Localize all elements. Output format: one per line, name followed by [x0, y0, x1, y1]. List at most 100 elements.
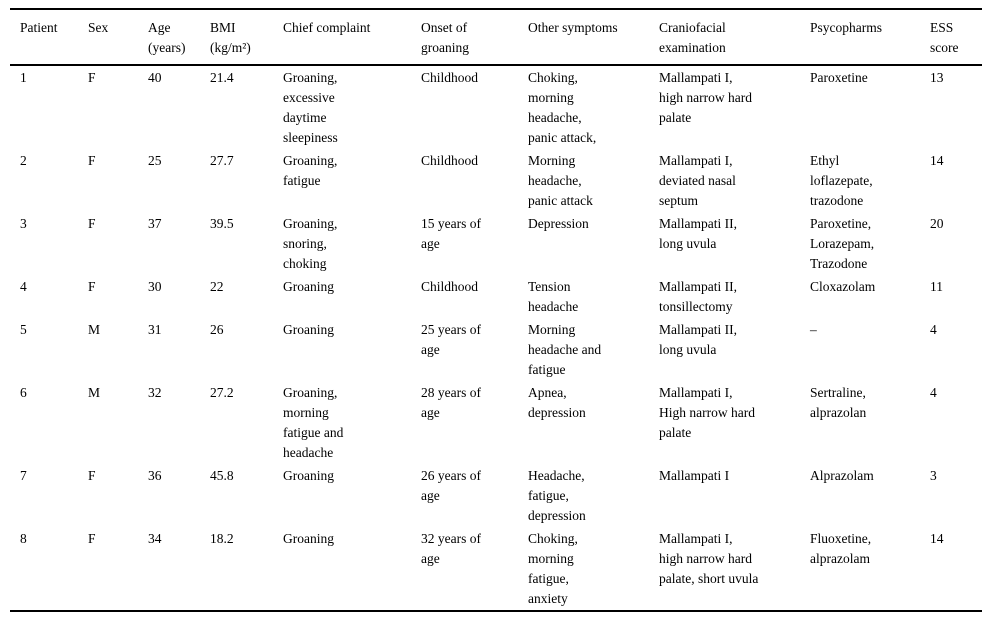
cell-ess: 4 — [930, 385, 937, 400]
cell-psycopharms: Sertraline, alprazolan — [810, 385, 867, 420]
column-header-psycopharms: Psycopharms — [810, 8, 930, 66]
cell-ess: 4 — [930, 322, 937, 337]
patient-row: 5 M 31 26 Groaning 25 years of age Morning hea… — [10, 318, 982, 381]
cell-patient: 7 — [20, 468, 27, 483]
cell-psycopharms: Cloxazolam — [810, 279, 876, 294]
cell-patient: 5 — [20, 322, 27, 337]
cell-sex: F — [88, 216, 96, 231]
column-header-chief_complaint: Chief complaint — [283, 8, 421, 66]
cell-psycopharms: Alprazolam — [810, 468, 874, 483]
cell-age: 32 — [148, 385, 162, 400]
cell-craniofacial: Mallampati I, deviated nasal septum — [659, 153, 736, 208]
patient-row: 4 F 30 22 Groaning Childhood Tension headache M… — [10, 275, 982, 318]
cell-craniofacial: Mallampati I, high narrow hard palate — [659, 70, 752, 125]
cell-onset: 25 years of age — [421, 322, 481, 357]
cell-onset: Childhood — [421, 70, 479, 85]
cell-chief_complaint: Groaning, fatigue — [283, 153, 338, 188]
cell-other_symptoms: Apnea, depression — [528, 385, 586, 420]
cell-psycopharms: Paroxetine, Lorazepam, Trazodone — [810, 216, 875, 271]
cell-psycopharms: Ethyl loflazepate, trazodone — [810, 153, 873, 208]
column-header-line: (years) — [148, 40, 186, 55]
cell-sex: F — [88, 279, 96, 294]
cell-chief_complaint: Groaning — [283, 527, 421, 612]
document-page: Patient Sex Age (years) BMI (kg/m²) Chief comp… — [0, 8, 992, 612]
cell-other_symptoms: Choking, morning headache, panic attack, — [528, 70, 597, 145]
column-header-sex: Sex — [88, 8, 148, 66]
cell-age: 25 — [148, 153, 162, 168]
cell-sex: M — [88, 322, 101, 337]
column-header-line: ESS — [930, 20, 954, 35]
cell-other_symptoms: Headache, fatigue, depression — [528, 468, 586, 523]
cell-psycopharms: – — [810, 322, 817, 337]
cell-ess: 14 — [930, 527, 982, 612]
cell-other_symptoms: Depression — [528, 216, 589, 231]
column-header-line: Patient — [20, 20, 58, 35]
column-header-ess: ESS score — [930, 8, 982, 66]
patient-row: 3 F 37 39.5 Groaning, snoring, choking 15 yea… — [10, 212, 982, 275]
cell-chief_complaint: Groaning — [283, 322, 334, 337]
patient-characteristics-table: Patient Sex Age (years) BMI (kg/m²) Chief comp… — [10, 8, 982, 612]
patient-row: 7 F 36 45.8 Groaning 26 years of age Headache,… — [10, 464, 982, 527]
cell-age: 30 — [148, 279, 162, 294]
cell-other_symptoms: Morning headache and fatigue — [528, 322, 602, 377]
cell-bmi: 26 — [210, 322, 224, 337]
column-header-bmi: BMI (kg/m²) — [210, 8, 283, 66]
column-header-line: Other symptoms — [528, 20, 618, 35]
cell-sex: F — [88, 153, 96, 168]
column-header-line: examination — [659, 40, 726, 55]
patient-row: 8 F 34 18.2 Groaning 32 years of age Choking, … — [10, 527, 982, 612]
cell-age: 40 — [148, 70, 162, 85]
cell-chief_complaint: Groaning — [283, 468, 334, 483]
column-header-line: Age — [148, 20, 171, 35]
cell-age: 31 — [148, 322, 162, 337]
cell-patient: 4 — [20, 279, 27, 294]
cell-sex: M — [88, 385, 101, 400]
header-row: Patient Sex Age (years) BMI (kg/m²) Chief comp… — [10, 8, 982, 66]
cell-patient: 1 — [20, 70, 27, 85]
cell-patient: 3 — [20, 216, 27, 231]
cell-chief_complaint: Groaning, morning fatigue and headache — [283, 385, 344, 460]
patient-row: 2 F 25 27.7 Groaning, fatigue Childhood Mornin… — [10, 149, 982, 212]
cell-craniofacial: Mallampati II, tonsillectomy — [659, 279, 737, 314]
cell-craniofacial: Mallampati I, high narrow hard palate, s… — [659, 527, 810, 612]
column-header-line: Craniofacial — [659, 20, 726, 35]
column-header-line: score — [930, 40, 959, 55]
cell-patient: 6 — [20, 385, 27, 400]
column-header-line: Sex — [88, 20, 109, 35]
cell-onset: 26 years of age — [421, 468, 481, 503]
cell-ess: 14 — [930, 153, 944, 168]
cell-other_symptoms: Tension headache — [528, 279, 579, 314]
cell-age: 36 — [148, 468, 162, 483]
cell-bmi: 39.5 — [210, 216, 234, 231]
cell-bmi: 18.2 — [210, 527, 283, 612]
table-body: 1 F 40 21.4 Groaning, excessive daytime slee… — [10, 65, 982, 612]
cell-chief_complaint: Groaning, snoring, choking — [283, 216, 338, 271]
cell-patient: 8 — [10, 527, 88, 612]
cell-psycopharms: Paroxetine — [810, 70, 868, 85]
cell-sex: F — [88, 527, 148, 612]
cell-ess: 13 — [930, 70, 944, 85]
cell-sex: F — [88, 70, 96, 85]
cell-chief_complaint: Groaning, excessive daytime sleepiness — [283, 70, 338, 145]
cell-onset: 32 years of age — [421, 527, 528, 612]
column-header-line: groaning — [421, 40, 469, 55]
column-header-other_symptoms: Other symptoms — [528, 8, 659, 66]
column-header-age: Age (years) — [148, 8, 210, 66]
column-header-line: Psycopharms — [810, 20, 882, 35]
cell-craniofacial: Mallampati I — [659, 468, 730, 483]
cell-onset: Childhood — [421, 279, 479, 294]
cell-patient: 2 — [20, 153, 27, 168]
cell-bmi: 21.4 — [210, 70, 234, 85]
cell-sex: F — [88, 468, 96, 483]
cell-ess: 11 — [930, 279, 943, 294]
cell-onset: Childhood — [421, 153, 479, 168]
cell-craniofacial: Mallampati II, long uvula — [659, 216, 737, 251]
cell-age: 34 — [148, 527, 210, 612]
patient-row: 6 M 32 27.2 Groaning, morning fatigue and he… — [10, 381, 982, 464]
cell-other_symptoms: Choking, morning fatigue, anxiety — [528, 527, 659, 612]
cell-onset: 15 years of age — [421, 216, 481, 251]
cell-psycopharms: Fluoxetine, alprazolam — [810, 527, 930, 612]
column-header-patient: Patient — [10, 8, 88, 66]
cell-bmi: 27.2 — [210, 385, 234, 400]
cell-age: 37 — [148, 216, 162, 231]
